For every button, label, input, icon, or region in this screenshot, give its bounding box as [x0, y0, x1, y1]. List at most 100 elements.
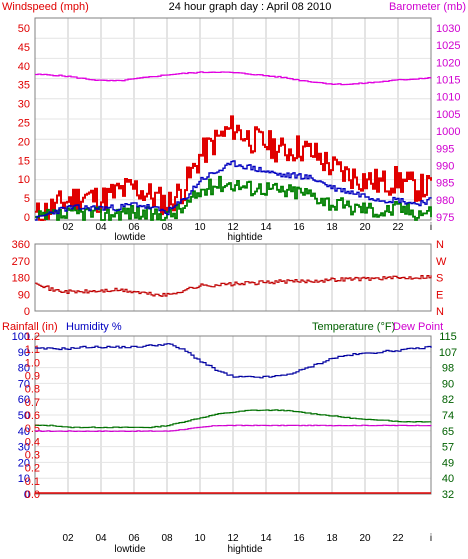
hour-tick-label: 20	[359, 222, 371, 233]
hour-tick-label: 18	[326, 222, 338, 233]
humidity-tick-label: 50	[18, 410, 30, 422]
barometer-label: Barometer (mb)	[389, 1, 466, 13]
wind-low-line	[35, 175, 432, 221]
humidity-tick-label: 0	[24, 489, 30, 501]
wind-plot-frame	[34, 17, 432, 221]
hour-tick-label: 06	[128, 533, 140, 544]
barometer-tick-label: 995	[436, 143, 454, 155]
barometer-tick-label: 1005	[436, 109, 460, 121]
hour-tick-label: 04	[95, 222, 107, 233]
direction-compass-tick-label: N	[436, 306, 444, 318]
bottom-hightide-label: hightide	[227, 544, 262, 555]
barometer-tick-label: 1000	[436, 126, 460, 138]
top-hour-axis: 02 04 06 08 10 12 14 16 18 20 22 i	[62, 222, 432, 233]
humidity-line	[35, 343, 432, 379]
humidity-tick-label: 60	[18, 394, 30, 406]
temperature-tick-label: 65	[442, 426, 454, 438]
wind-series	[35, 71, 432, 221]
hour-tick-label: 04	[95, 533, 107, 544]
hour-tick-label: 22	[392, 222, 404, 233]
windspeed-tick-label: 20	[18, 136, 30, 148]
dewpoint-line	[35, 424, 432, 432]
temperature-tick-label: 107	[439, 347, 457, 359]
humidity-tick-label: 90	[18, 347, 30, 359]
hour-tick-label: 18	[326, 533, 338, 544]
rainfall-tick-label: 1.2	[25, 331, 40, 343]
hour-tick-label: 14	[260, 533, 272, 544]
humidity-tick-label: 100	[12, 331, 30, 343]
temperature-tick-label: 49	[442, 457, 454, 469]
wind-panel: Windspeed (mph) 24 hour graph day : Apri…	[2, 1, 466, 243]
rainfall-tick-label: 0.6	[25, 410, 40, 422]
rainfall-tick-label: 0.1	[25, 476, 40, 488]
windspeed-tick-label: 5	[24, 193, 30, 205]
barometer-tick-label: 985	[436, 178, 454, 190]
hour-tick-label: 12	[227, 533, 239, 544]
hour-tick-label: 20	[359, 533, 371, 544]
barometer-tick-label: 1010	[436, 92, 460, 104]
direction-degree-tick-label: 360	[12, 239, 30, 251]
barometer-tick-label: 1025	[436, 40, 460, 52]
direction-degree-tick-label: 0	[24, 306, 30, 318]
wind-direction-line	[35, 275, 432, 297]
temperature-line	[35, 409, 432, 429]
direction-compass-tick-label: E	[436, 289, 443, 301]
windspeed-tick-label: 25	[18, 118, 30, 130]
rainfall-tick-label: 1.0	[25, 357, 40, 369]
wind-gust-line	[35, 115, 432, 221]
humidity-tick-label: 10	[18, 473, 30, 485]
hour-tick-label: i	[430, 533, 432, 544]
direction-compass-tick-label: S	[436, 273, 443, 285]
wind-avg-line	[35, 160, 432, 221]
hour-tick-label: 02	[62, 533, 74, 544]
windspeed-tick-label: 30	[18, 99, 30, 111]
direction-compass-tick-label: W	[436, 256, 447, 268]
hour-tick-label: 16	[293, 222, 305, 233]
humidity-tick-label: 80	[18, 363, 30, 375]
hour-tick-label: 16	[293, 533, 305, 544]
top-hightide-label: hightide	[227, 232, 262, 243]
rainfall-tick-label: 0.4	[25, 436, 40, 448]
top-lowtide-label: lowtide	[114, 232, 146, 243]
temperature-tick-label: 40	[442, 473, 454, 485]
humidity-tick-label: 40	[18, 426, 30, 438]
windspeed-tick-label: 40	[18, 61, 30, 73]
temperature-label: Temperature (°F)	[312, 321, 395, 333]
barometer-tick-label: 1020	[436, 57, 460, 69]
windspeed-tick-label: 15	[18, 155, 30, 167]
windspeed-tick-label: 35	[18, 80, 30, 92]
direction-degree-tick-label: 180	[12, 273, 30, 285]
rainfall-tick-label: 0.5	[25, 423, 40, 435]
hour-tick-label: 02	[62, 222, 74, 233]
direction-compass-tick-label: N	[436, 239, 444, 251]
humidity-tick-label: 70	[18, 378, 30, 390]
hour-tick-label: 10	[194, 222, 206, 233]
hour-tick-label: 22	[392, 533, 404, 544]
temperature-tick-label: 90	[442, 378, 454, 390]
dewpoint-label: Dew Point	[393, 321, 443, 333]
temperature-tick-label: 57	[442, 442, 454, 454]
barometer-tick-label: 1030	[436, 23, 460, 35]
humidity-label: Humidity %	[66, 321, 122, 333]
rainfall-tick-label: 0.7	[25, 397, 40, 409]
temperature-tick-label: 82	[442, 394, 454, 406]
temperature-tick-label: 115	[439, 331, 457, 343]
rainfall-tick-label: 0.9	[25, 371, 40, 383]
direction-degree-axis: 360 270 180 90 0	[12, 239, 30, 318]
direction-series	[35, 275, 432, 297]
rainfall-tick-label: 1.1	[25, 344, 40, 356]
temperature-tick-label: 98	[442, 363, 454, 375]
windspeed-tick-label: 10	[18, 174, 30, 186]
hour-tick-label: 06	[128, 222, 140, 233]
hour-tick-label: 14	[260, 222, 272, 233]
rainfall-axis: 1.21.11.0 0.90.80.70.60.50.4 0.30.20.10.0	[25, 331, 40, 501]
humidity-tick-label: 30	[18, 442, 30, 454]
bottom-lowtide-label: lowtide	[114, 544, 146, 555]
barometer-tick-label: 975	[436, 212, 454, 224]
windspeed-tick-label: 0	[24, 212, 30, 224]
barometer-axis: 1030 1025 1020 1015 1010 1005 1000 995 990 985 980…	[436, 23, 460, 224]
